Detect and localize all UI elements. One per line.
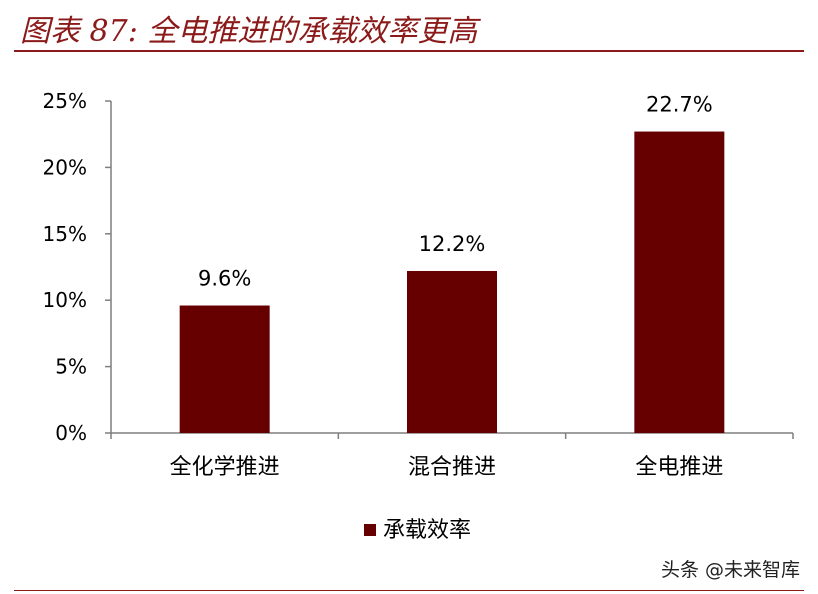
bottom-divider — [14, 590, 804, 591]
data-label: 9.6% — [198, 267, 251, 291]
y-tick-label: 0% — [55, 421, 87, 445]
bar-1 — [179, 305, 270, 433]
y-tick-label: 20% — [43, 155, 87, 179]
y-tick-label: 15% — [43, 222, 87, 246]
y-tick-label: 25% — [43, 89, 87, 113]
figure-title: 图表 87: 全电推进的承载效率更高 — [20, 14, 478, 49]
bar-3 — [634, 131, 725, 433]
watermark: 头条 @未来智库 — [660, 559, 800, 581]
x-category-label: 混合推进 — [408, 455, 496, 480]
x-category-label: 全电推进 — [635, 455, 723, 480]
data-label: 22.7% — [646, 93, 713, 117]
bar-2 — [407, 270, 497, 433]
legend-swatch — [364, 524, 376, 536]
data-label: 12.2% — [419, 232, 486, 256]
legend-label: 承载效率 — [383, 518, 471, 543]
y-tick-label: 5% — [55, 355, 87, 379]
title-divider — [14, 50, 804, 52]
x-category-label: 全化学推进 — [170, 455, 280, 480]
y-tick-label: 10% — [43, 288, 87, 312]
